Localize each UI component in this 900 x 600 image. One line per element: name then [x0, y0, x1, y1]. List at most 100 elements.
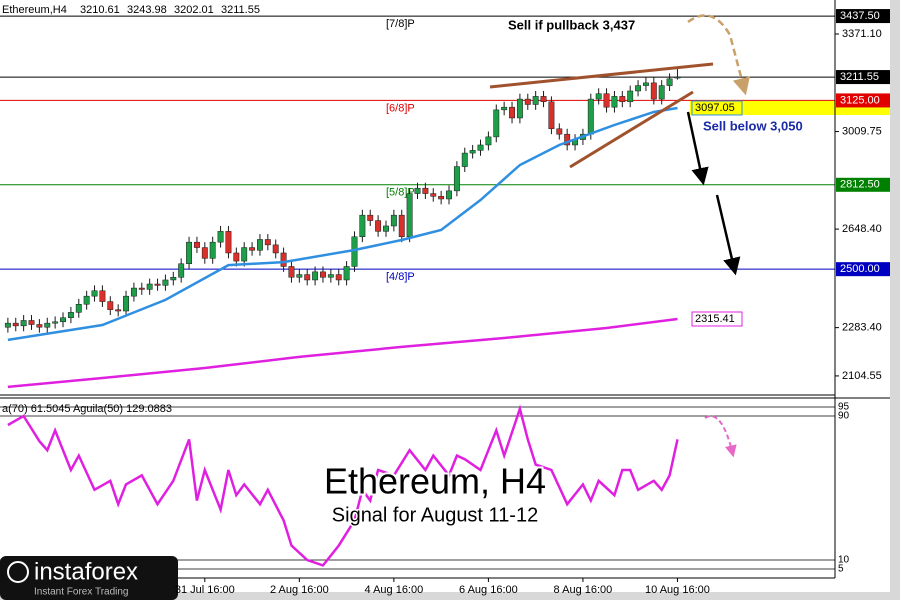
candle-body [83, 295, 90, 305]
candle-body [627, 90, 634, 103]
brand-tagline: Instant Forex Trading [34, 587, 129, 598]
candle-body [635, 85, 642, 92]
price-box [836, 93, 890, 108]
candle-body [532, 96, 539, 105]
price-box [836, 177, 890, 192]
candle-body [36, 324, 43, 328]
x-tick-label: 10 Aug 16:00 [645, 584, 710, 596]
indicator-line [7, 317, 678, 389]
candle-body [453, 166, 460, 192]
candle-body [60, 317, 66, 323]
candle-body [367, 214, 374, 221]
candle-body [564, 133, 571, 146]
candle-body [312, 271, 319, 281]
candle-body [296, 274, 303, 278]
level-name: [6/8]P [386, 102, 415, 114]
current-price-label: 3211.55 [840, 71, 879, 83]
header-low: 3202.01 [174, 4, 214, 16]
subtitle: Signal for August 11-12 [332, 504, 538, 526]
candle-body [375, 220, 382, 232]
candle-body [461, 152, 468, 167]
candle-body [446, 190, 452, 200]
symbol: Ethereum,H4 [2, 4, 67, 16]
annotation: Sell if pullback 3,437 [508, 17, 635, 32]
header-close: 3211.55 [221, 4, 260, 16]
y-tick-label: 10 [838, 555, 850, 566]
y-tick-label: 90 [838, 411, 850, 422]
down-arrow [686, 111, 709, 186]
candle-body [154, 283, 161, 286]
candle-body [650, 82, 657, 100]
candle-body [658, 85, 665, 100]
level-name: [4/8]P [386, 271, 415, 283]
candle-body [4, 322, 11, 328]
candle-body [304, 274, 311, 281]
y-tick-label: 2648.40 [842, 223, 882, 235]
chart-background [0, 0, 890, 592]
candle-body [52, 321, 59, 324]
candle-body [587, 98, 594, 135]
candle-body [264, 239, 271, 246]
candle-body [524, 98, 531, 105]
candle-body [327, 274, 334, 278]
price-label: 2812.50 [840, 179, 880, 191]
y-tick-label: 2104.55 [842, 370, 882, 382]
candle-body [414, 187, 421, 194]
candle-body [107, 301, 114, 310]
candle-body [193, 241, 200, 248]
candle-body [225, 231, 232, 254]
candle-body [123, 295, 129, 312]
candle-body [178, 263, 185, 278]
candle-body [217, 231, 224, 243]
candle-body [398, 214, 405, 238]
candle-body [67, 312, 74, 319]
candle-body [186, 241, 193, 265]
candle-body [241, 247, 248, 262]
candle-body [170, 277, 177, 281]
logo-background [0, 556, 178, 600]
candle-body [288, 266, 295, 278]
brand-name: instaforex [34, 558, 138, 585]
y-tick-label: 3009.75 [842, 125, 882, 137]
oscillator-arrow [704, 415, 737, 458]
candle-body [674, 76, 681, 79]
x-tick-label: 2 Aug 16:00 [270, 584, 329, 596]
candle-body [477, 144, 484, 151]
price-label: 3125.00 [840, 94, 880, 106]
candle-body [249, 247, 256, 251]
candle-body [44, 322, 51, 328]
candle-body [272, 244, 279, 254]
header-open: 3210.61 [80, 4, 120, 16]
brand-logo: instaforex Instant Forex Trading [0, 556, 178, 600]
candle-body [390, 214, 397, 227]
candle-body [359, 214, 366, 238]
candle-body [257, 239, 263, 251]
header-high: 3243.98 [127, 4, 167, 16]
x-tick-label: 31 Jul 16:00 [175, 584, 235, 596]
candle-body [351, 236, 358, 267]
main-title: Ethereum, H4 [324, 461, 546, 502]
candle-body [320, 271, 326, 278]
candle-body [540, 96, 547, 103]
candle-body [509, 106, 515, 119]
candle-body [209, 241, 216, 259]
candle-body [99, 290, 106, 302]
channel-upper [489, 62, 714, 89]
indicator-line [7, 404, 679, 567]
candle-body [430, 193, 437, 197]
annotation: Sell below 3,050 [703, 118, 803, 133]
candle-body [146, 283, 153, 290]
price-box [836, 9, 890, 24]
candle-body [28, 320, 35, 325]
candle-body [666, 78, 673, 86]
candle-body [611, 96, 618, 108]
down-arrow [715, 194, 741, 276]
x-tick-label: 8 Aug 16:00 [554, 584, 613, 596]
candle-body [335, 274, 342, 281]
value-box [691, 100, 743, 116]
price-label: 3437.50 [840, 10, 880, 22]
candle-body [91, 290, 98, 297]
candle-body [556, 128, 563, 135]
